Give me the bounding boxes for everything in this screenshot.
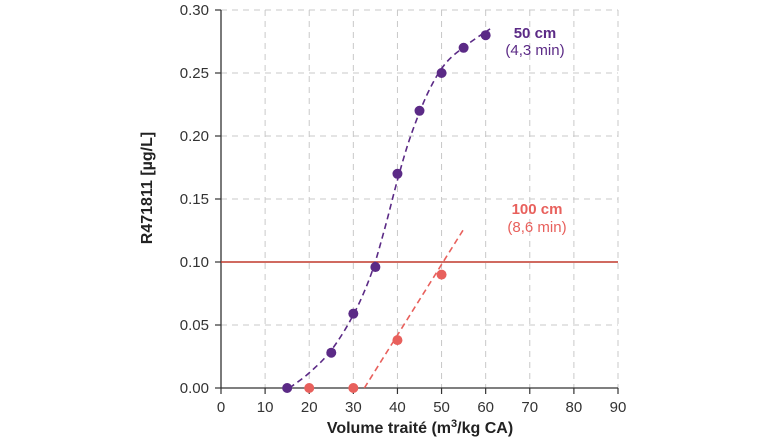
x-axis-title: Volume traité (m3/kg CA) [327, 418, 513, 437]
fit-curve-series-0 [288, 28, 491, 389]
data-point-series-0 [282, 383, 293, 393]
fit-curves [288, 28, 491, 389]
y-tick-label: 0.00 [180, 380, 209, 397]
data-point-series-0 [326, 347, 337, 358]
x-tick-label: 80 [566, 399, 583, 416]
x-tick-label: 60 [477, 399, 494, 416]
data-point-series-1 [348, 383, 359, 393]
data-point-series-1 [304, 383, 315, 393]
x-tick-label: 0 [217, 399, 225, 416]
y-axis-title: R471811 [µg/L] [139, 132, 156, 244]
fit-curve-series-1 [363, 228, 465, 389]
data-point-series-1 [392, 335, 403, 346]
x-axis-title-sup: 3 [451, 418, 457, 430]
grid [221, 9, 619, 388]
x-tick-label: 30 [345, 399, 362, 416]
x-axis-title-suffix: /kg CA) [457, 420, 513, 437]
data-point-series-0 [414, 105, 425, 116]
y-tick-label: 0.15 [180, 191, 209, 208]
data-point-series-0 [370, 262, 381, 273]
x-axis-title-prefix: Volume traité (m [327, 420, 451, 437]
x-tick-label: 70 [521, 399, 538, 416]
data-point-series-0 [436, 68, 447, 78]
data-point-series-0 [458, 42, 469, 53]
x-tick-label: 50 [433, 399, 450, 416]
annotation-100cm-title: 100 cm [512, 201, 563, 218]
x-tick-label: 20 [301, 399, 318, 416]
y-tick-label: 0.05 [180, 317, 209, 334]
x-tick-label: 10 [257, 399, 274, 416]
data-point-series-0 [348, 308, 359, 319]
y-tick-label: 0.30 [180, 2, 209, 19]
y-tick-label: 0.20 [180, 128, 209, 145]
x-ticks: 0 10 20 30 40 50 60 70 80 90 [217, 388, 627, 416]
data-point-series-0 [392, 168, 403, 179]
annotation-50cm-subtitle: (4,3 min) [505, 42, 564, 59]
x-tick-label: 90 [610, 399, 627, 416]
x-tick-label: 40 [389, 399, 406, 416]
y-tick-label: 0.10 [180, 254, 209, 271]
y-ticks: 0.00 0.05 0.10 0.15 0.20 0.25 0.30 [180, 2, 221, 397]
data-point-series-0 [480, 30, 491, 41]
data-points [282, 30, 491, 393]
annotation-50cm-title: 50 cm [514, 25, 557, 42]
data-point-series-1 [436, 269, 447, 280]
annotation-100cm-subtitle: (8,6 min) [507, 219, 566, 236]
y-tick-label: 0.25 [180, 65, 209, 82]
